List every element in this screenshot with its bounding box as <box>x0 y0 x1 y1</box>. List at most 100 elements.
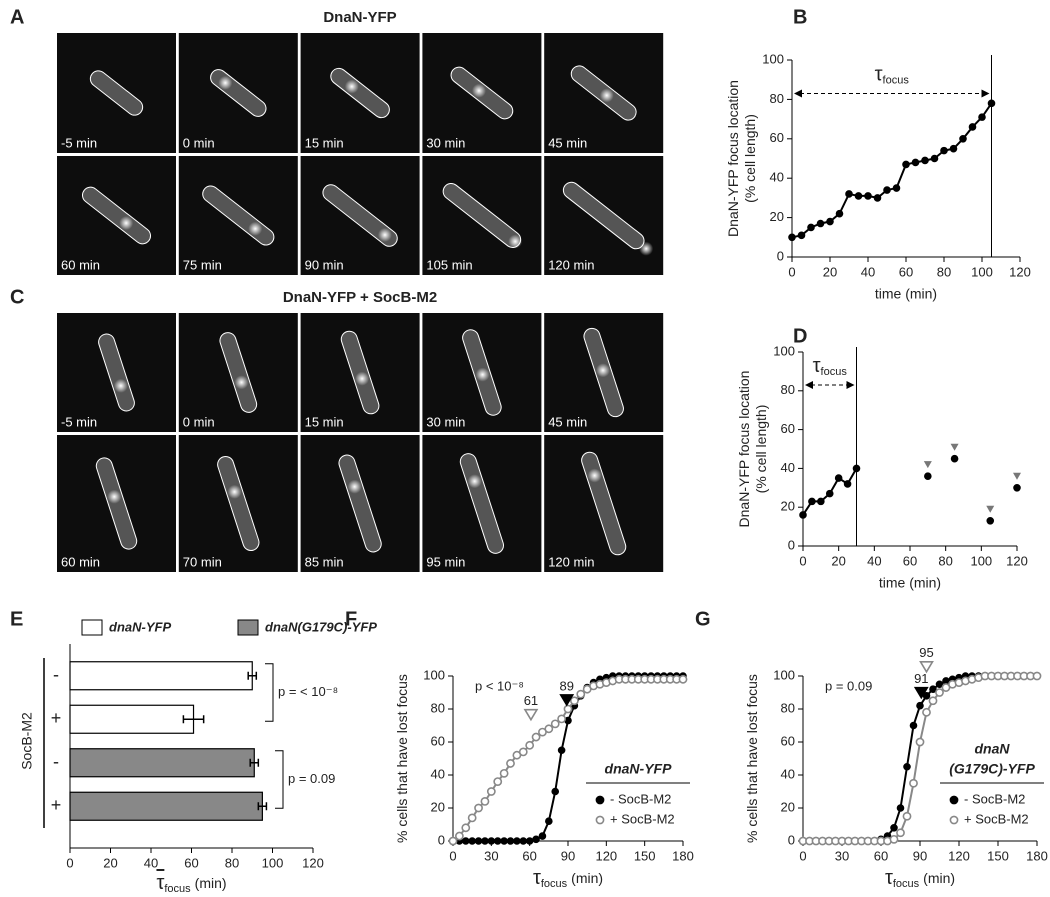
y-tick-label: 20 <box>431 799 445 814</box>
y-tick-label: 60 <box>431 733 445 748</box>
cell <box>581 451 627 556</box>
category-label: + <box>51 795 62 815</box>
legend-label: - SocB-M2 <box>610 791 671 806</box>
frame-label: 105 min <box>426 257 472 272</box>
data-point <box>1032 671 1042 681</box>
data-point <box>513 837 521 845</box>
data-point <box>493 837 502 845</box>
x-axis-label: time (min) <box>875 286 937 302</box>
micrograph: -5 min <box>57 313 176 432</box>
data-point <box>949 144 958 153</box>
data-point <box>500 837 508 845</box>
legend-label: + SocB-M2 <box>610 811 675 826</box>
data-point <box>532 835 540 844</box>
cell <box>583 327 624 418</box>
y-axis-label-line: % cells that have lost focus <box>394 674 410 843</box>
data-point <box>499 768 509 778</box>
data-point <box>461 837 470 845</box>
median-label: 61 <box>524 693 538 708</box>
cell-outline <box>442 182 522 249</box>
data-point <box>519 837 528 845</box>
cell <box>98 333 135 412</box>
x-tick-label: 0 <box>449 848 456 863</box>
y-tick-label: 0 <box>777 248 784 263</box>
category-label: - <box>53 665 59 685</box>
legend-title: dnaN <box>975 741 1011 757</box>
frame-label: 70 min <box>183 554 222 569</box>
micrograph: 30 min <box>422 33 542 153</box>
data-point <box>834 474 843 482</box>
cell <box>340 330 380 415</box>
data-point <box>968 123 977 131</box>
x-tick-label: 0 <box>788 264 795 279</box>
data-point <box>928 696 938 706</box>
data-point <box>930 154 939 163</box>
frame-label: 90 min <box>305 257 344 272</box>
focus <box>344 79 359 94</box>
micrograph: 60 min <box>57 156 176 275</box>
cell-outline <box>322 184 398 247</box>
data-point <box>835 209 844 218</box>
subscript: focus <box>541 878 568 890</box>
x-tick-label: 60 <box>899 264 913 279</box>
data-point <box>576 689 586 699</box>
y-tick-label: 80 <box>781 382 795 397</box>
panel-label: B <box>793 6 807 28</box>
focus <box>377 227 392 242</box>
focus-flag <box>923 461 932 469</box>
cell-outline <box>95 457 138 550</box>
cell <box>322 184 398 247</box>
micrograph: 15 min <box>300 313 420 432</box>
data-point <box>454 831 464 841</box>
frame-label: 15 min <box>305 414 344 429</box>
image-panel-title: DnaN-YFP + SocB-M2 <box>283 289 437 306</box>
y-tick-label: 100 <box>423 667 445 682</box>
tau: τ <box>533 867 541 889</box>
cell <box>219 332 258 413</box>
micrograph: 120 min <box>544 156 664 275</box>
frame-label: 60 min <box>61 554 100 569</box>
frame-label: 75 min <box>183 257 222 272</box>
median-marker <box>919 661 934 674</box>
cell <box>442 182 523 249</box>
frame-label: 0 min <box>183 135 215 150</box>
x-tick-label: 80 <box>937 264 951 279</box>
data-point <box>883 186 891 194</box>
subscript: focus <box>893 878 920 890</box>
y-tick-label: 80 <box>770 91 784 106</box>
y-tick-label: 20 <box>781 499 795 514</box>
data-point <box>506 759 515 768</box>
frame-label: 120 min <box>548 554 594 569</box>
x-tick-label: 0 <box>66 855 73 870</box>
data-point <box>506 837 515 845</box>
legend-label: dnaN(G179C)-YFP <box>265 619 377 634</box>
x-tick-label: 180 <box>1026 848 1048 863</box>
x-tick-label: 90 <box>913 848 927 863</box>
data-point <box>563 704 573 714</box>
data-point <box>525 837 534 845</box>
cell <box>459 453 504 554</box>
image-panel-title: DnaN-YFP <box>323 9 396 26</box>
data-point <box>816 219 825 228</box>
data-point <box>911 158 920 167</box>
legend-title: dnaN-YFP <box>605 761 673 777</box>
y-axis-label: % cells that have lost focus <box>394 674 410 843</box>
focus <box>107 489 122 504</box>
x-tick-label: 150 <box>987 848 1009 863</box>
x-axis-label: τfocus (min) <box>156 872 226 895</box>
y-tick-label: 80 <box>431 700 445 715</box>
focus <box>639 241 654 256</box>
series-line <box>791 102 993 239</box>
bar <box>69 791 263 821</box>
y-tick-label: 80 <box>781 700 795 715</box>
data-point <box>929 685 937 694</box>
bar <box>69 661 253 691</box>
data-point <box>467 813 477 823</box>
panel-label: G <box>695 608 711 630</box>
data-point <box>468 837 476 845</box>
data-point <box>797 231 806 240</box>
cell-outline <box>330 67 390 119</box>
frame-label: 30 min <box>426 414 465 429</box>
cell <box>462 329 502 416</box>
data-point <box>915 737 925 747</box>
